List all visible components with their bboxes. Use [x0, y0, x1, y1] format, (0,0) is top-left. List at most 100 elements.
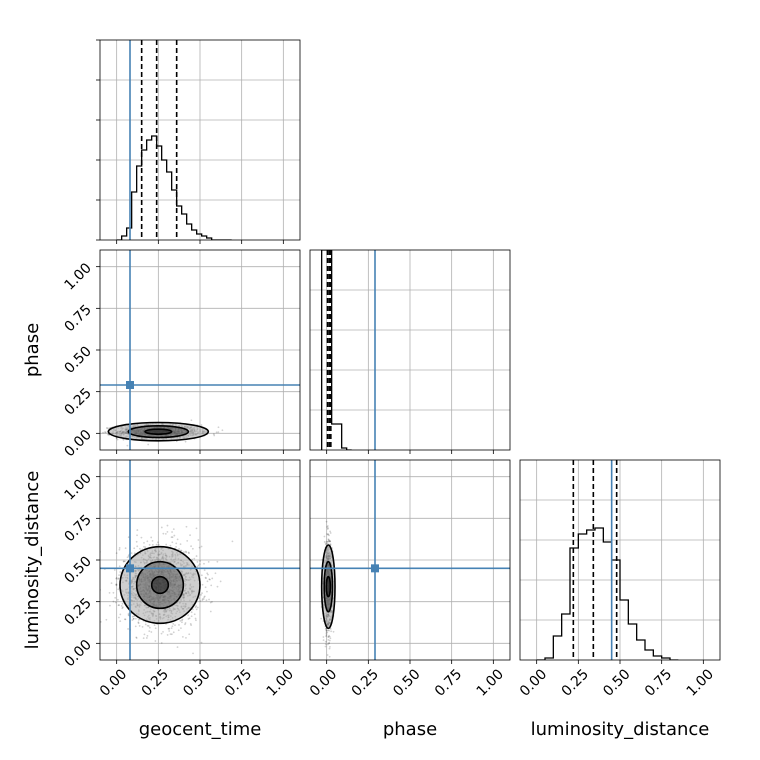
sample-point: [119, 620, 122, 623]
sample-point: [191, 558, 193, 561]
sample-point: [193, 613, 196, 616]
sample-point: [124, 547, 127, 550]
sample-point: [119, 571, 122, 573]
sample-point: [114, 601, 117, 604]
sample-point: [327, 629, 329, 632]
y-tick-label: 0.25: [61, 385, 94, 418]
sample-point: [327, 643, 329, 646]
sample-point: [160, 632, 163, 635]
truth-marker: [126, 381, 134, 389]
x-tick-label: 0.25: [559, 666, 592, 699]
sample-point: [200, 424, 203, 426]
sample-point: [120, 604, 123, 607]
sample-point: [328, 642, 331, 644]
sample-point: [145, 637, 148, 639]
sample-point: [170, 536, 173, 539]
sample-point: [183, 551, 185, 553]
sample-point: [184, 622, 187, 624]
sample-point: [325, 540, 328, 543]
sample-point: [137, 618, 140, 621]
sample-point: [200, 641, 203, 644]
sample-point: [134, 617, 137, 620]
sample-point: [124, 618, 126, 621]
sample-point: [146, 624, 149, 627]
y-tick-label: 0.00: [61, 637, 94, 670]
sample-point: [207, 560, 210, 563]
sample-point: [160, 642, 163, 644]
sample-point: [210, 584, 213, 587]
y-tick-label: 0.25: [61, 595, 94, 628]
x-axis-label: luminosity_distance: [531, 719, 710, 740]
density-contour: [150, 575, 170, 595]
sample-point: [320, 617, 323, 620]
x-tick-label: 0.50: [180, 666, 213, 699]
sample-point: [102, 431, 104, 434]
sample-point: [328, 647, 331, 650]
sample-point: [160, 526, 163, 529]
sample-point: [189, 534, 191, 537]
sample-point: [112, 591, 115, 594]
sample-point: [207, 573, 209, 576]
sample-point: [208, 578, 211, 581]
sample-point: [198, 546, 201, 549]
sample-point: [180, 627, 182, 630]
sample-point: [187, 617, 190, 620]
sample-point: [192, 652, 194, 655]
x-tick-label: 1.00: [474, 666, 507, 699]
y-tick-label: 0.50: [61, 554, 94, 587]
sample-point: [150, 631, 153, 633]
sample-point: [105, 426, 108, 429]
sample-point: [115, 577, 118, 580]
sample-point: [204, 586, 207, 589]
y-tick-label: 1.00: [61, 470, 94, 503]
sample-point: [203, 595, 206, 598]
sample-point: [176, 538, 179, 541]
sample-point: [170, 633, 173, 636]
truth-marker: [371, 564, 379, 573]
sample-point: [180, 549, 183, 552]
sample-point: [327, 527, 329, 529]
sample-point: [124, 560, 126, 563]
sample-point: [130, 552, 133, 555]
sample-point: [231, 540, 234, 543]
sample-point: [115, 583, 118, 586]
sample-point: [327, 638, 330, 641]
sample-point: [135, 637, 138, 639]
density-contour: [144, 428, 173, 435]
sample-point: [181, 635, 184, 638]
sample-point: [328, 534, 330, 537]
sample-point: [326, 631, 329, 634]
sample-point: [122, 606, 124, 609]
sample-point: [204, 576, 207, 579]
sample-point: [329, 540, 331, 542]
sample-point: [196, 560, 199, 563]
sample-point: [214, 572, 217, 575]
sample-point: [171, 625, 174, 628]
sample-point: [165, 543, 168, 546]
sample-point: [113, 569, 116, 571]
sample-point: [196, 565, 199, 568]
histogram-luminosity_distance: [536, 527, 679, 660]
sample-point: [147, 443, 150, 446]
sample-point: [127, 613, 130, 616]
y-tick-label: 0.00: [61, 427, 94, 460]
sample-point: [100, 620, 102, 623]
sample-point: [326, 526, 328, 528]
sample-point: [327, 635, 330, 638]
sample-point: [188, 552, 190, 555]
sample-point: [181, 619, 183, 622]
sample-point: [124, 618, 127, 621]
sample-point: [328, 634, 330, 637]
sample-point: [126, 556, 129, 559]
sample-point: [323, 541, 326, 543]
sample-point: [131, 619, 134, 621]
sample-point: [117, 577, 120, 580]
sample-point: [114, 596, 117, 599]
sample-point: [178, 547, 181, 550]
sample-point: [329, 540, 332, 543]
sample-point: [166, 524, 169, 527]
sample-point: [202, 598, 205, 600]
sample-point: [148, 630, 151, 633]
sample-point: [325, 629, 328, 632]
sample-point: [122, 560, 125, 563]
